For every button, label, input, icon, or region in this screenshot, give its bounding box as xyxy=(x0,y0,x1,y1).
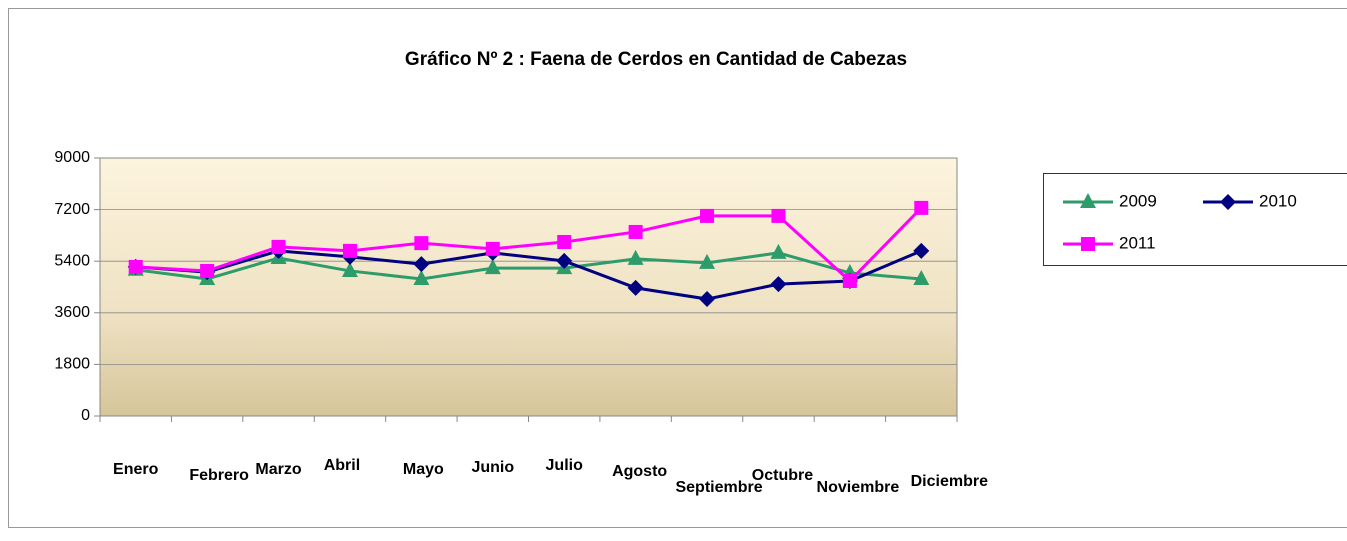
point xyxy=(486,242,500,256)
point xyxy=(914,201,928,215)
y-tick-label: 3600 xyxy=(54,304,90,321)
point xyxy=(129,260,143,274)
x-tick-label: Febrero xyxy=(189,467,249,484)
point xyxy=(557,235,571,249)
y-tick-label: 0 xyxy=(81,407,90,424)
x-tick-label: Junio xyxy=(471,459,514,476)
point xyxy=(272,240,286,254)
y-tick-label: 7200 xyxy=(54,201,90,218)
point xyxy=(200,264,214,278)
x-tick-label: Julio xyxy=(546,457,584,474)
point xyxy=(343,244,357,258)
point xyxy=(414,236,428,250)
plot-area xyxy=(100,158,957,416)
point xyxy=(843,274,857,288)
legend xyxy=(1044,174,1347,266)
x-tick-label: Agosto xyxy=(612,463,667,480)
point xyxy=(629,225,643,239)
legend-marker xyxy=(1081,237,1095,251)
y-tick-label: 1800 xyxy=(54,356,90,373)
x-tick-label: Noviembre xyxy=(817,479,900,496)
point xyxy=(700,209,714,223)
legend-label: 2010 xyxy=(1259,191,1297,210)
x-tick-label: Enero xyxy=(113,461,159,478)
x-tick-label: Septiembre xyxy=(675,479,762,496)
x-tick-label: Mayo xyxy=(403,461,444,478)
x-tick-label: Abril xyxy=(324,457,360,474)
x-tick-label: Octubre xyxy=(752,467,813,484)
y-tick-label: 9000 xyxy=(54,149,90,166)
x-tick-label: Marzo xyxy=(255,461,301,478)
y-tick-label: 5400 xyxy=(54,252,90,269)
point xyxy=(771,209,785,223)
chart-title: Gráfico Nº 2 : Faena de Cerdos en Cantid… xyxy=(405,49,907,70)
legend-label: 2011 xyxy=(1119,233,1156,252)
legend-label: 2009 xyxy=(1119,191,1157,210)
x-tick-label: Diciembre xyxy=(911,473,988,490)
